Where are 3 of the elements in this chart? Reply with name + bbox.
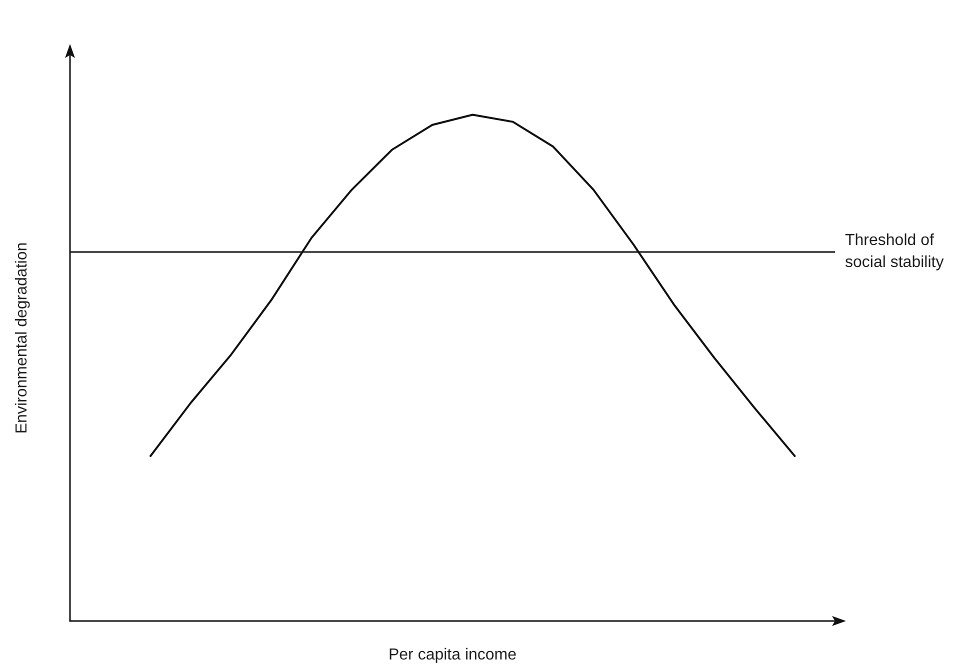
x-axis-title: Per capita income	[388, 646, 517, 664]
ref-line-label: Threshold of social stability	[845, 232, 944, 271]
y-axis-title: Environmental degradation	[14, 242, 30, 434]
